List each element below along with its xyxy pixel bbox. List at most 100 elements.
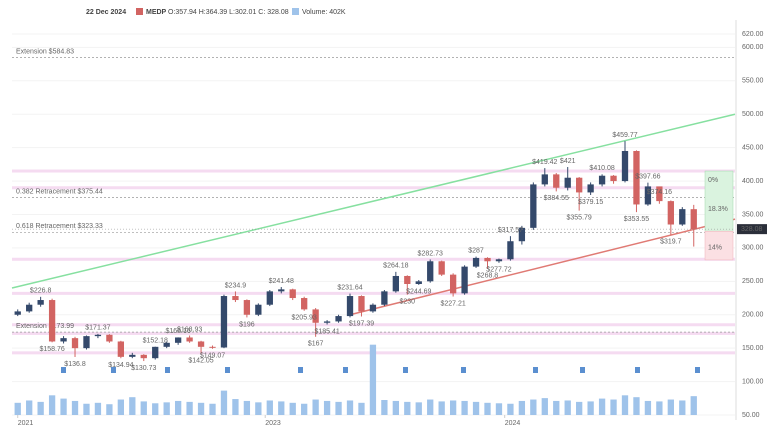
high-label: $166.16	[165, 328, 190, 335]
earnings-marker	[635, 367, 640, 373]
header-date: 22 Dec 2024	[86, 9, 126, 16]
volume-bar	[232, 399, 239, 415]
y-tick-label: 620.00	[742, 31, 764, 38]
y-tick-label: 500.00	[742, 111, 764, 118]
candle-body	[564, 177, 571, 188]
candle-body	[461, 266, 468, 294]
low-label: $227.21	[440, 300, 465, 307]
low-label: $158.76	[39, 346, 64, 353]
earnings-marker	[580, 367, 585, 373]
volume-bar	[140, 401, 147, 415]
high-label: $421	[560, 158, 576, 165]
candle-body	[26, 304, 33, 312]
low-label: $353.55	[624, 216, 649, 223]
high-label: $226.8	[30, 288, 52, 295]
volume-bar	[449, 400, 457, 415]
candle-body	[220, 296, 228, 348]
volume-bar	[346, 400, 354, 415]
candle-body	[323, 321, 331, 323]
volume-bar	[633, 397, 640, 415]
candle-body	[106, 334, 113, 342]
candle-body	[518, 227, 526, 242]
volume-bar	[255, 402, 262, 415]
low-label: $167	[308, 341, 324, 348]
y-tick-label: 600.00	[742, 44, 764, 51]
last-price-tag	[737, 224, 767, 235]
earnings-marker	[533, 367, 538, 373]
support-zone	[12, 257, 735, 261]
candle-body	[358, 296, 365, 312]
candle-body	[83, 336, 90, 349]
volume-bar	[427, 399, 434, 415]
low-label: $268.8	[477, 273, 499, 280]
candle-body	[186, 337, 193, 342]
support-zone	[12, 291, 735, 295]
high-label: $459.77	[612, 132, 637, 139]
level-label: Extension $584.83	[16, 48, 74, 55]
low-label: $230	[400, 299, 416, 306]
candle-body	[71, 338, 79, 349]
volume-swatch	[292, 8, 299, 15]
candle-body	[346, 296, 354, 317]
low-label: $196	[239, 321, 255, 328]
volume-bar	[117, 399, 125, 415]
level-label: Extension $173.99	[16, 323, 74, 330]
volume-bar	[461, 400, 468, 415]
volume-bar	[369, 344, 377, 415]
volume-bar	[530, 399, 537, 415]
earnings-marker	[403, 367, 408, 373]
candle-body	[197, 341, 205, 347]
candle-body	[60, 338, 67, 342]
high-label: $282.73	[418, 250, 443, 257]
low-label: $205.93	[292, 315, 317, 322]
y-tick-label: 400.00	[742, 178, 764, 185]
high-label: $374.16	[647, 189, 672, 196]
volume-bar	[679, 400, 686, 415]
volume-bar	[598, 398, 606, 415]
support-zone	[12, 169, 735, 173]
volume-bar	[358, 402, 365, 415]
header-symbol: MEDP	[146, 9, 167, 16]
volume-bar	[610, 399, 617, 415]
candle-body	[598, 175, 606, 185]
symbol-swatch	[136, 8, 143, 15]
high-label: $231.64	[337, 284, 362, 291]
low-label: $379.15	[578, 199, 603, 206]
y-tick-label: 350.00	[742, 211, 764, 218]
trendline	[349, 218, 736, 316]
candle-body	[484, 257, 491, 262]
volume-bar	[323, 400, 331, 415]
support-zone	[12, 323, 735, 327]
candle-body	[266, 291, 273, 305]
volume-bar	[564, 400, 571, 415]
y-tick-label: 100.00	[742, 378, 764, 385]
candle-body	[381, 291, 388, 305]
volume-bar	[106, 404, 113, 415]
candle-body	[392, 275, 399, 292]
volume-bar	[48, 395, 56, 415]
volume-bar	[644, 400, 652, 415]
volume-bar	[415, 402, 422, 415]
high-label: $287	[468, 247, 484, 254]
volume-bar	[14, 402, 21, 415]
high-label: $234.9	[225, 282, 247, 289]
candle-body	[427, 261, 434, 282]
volume-bar	[94, 402, 102, 415]
volume-bar	[289, 402, 296, 415]
volume-bar	[301, 403, 308, 415]
volume-bar	[518, 400, 526, 415]
volume-bar	[37, 401, 44, 415]
candle-body	[335, 316, 342, 322]
stop-box	[704, 230, 734, 261]
y-tick-label: 300.00	[742, 245, 764, 252]
candle-body	[576, 177, 583, 193]
volume-bar	[690, 396, 697, 415]
low-label: $384.55	[544, 195, 569, 202]
candle-body	[610, 175, 617, 182]
candle-body	[117, 341, 125, 357]
high-label: $152.18	[143, 338, 168, 345]
low-label: $134.94	[108, 362, 133, 369]
target-box	[704, 170, 734, 232]
